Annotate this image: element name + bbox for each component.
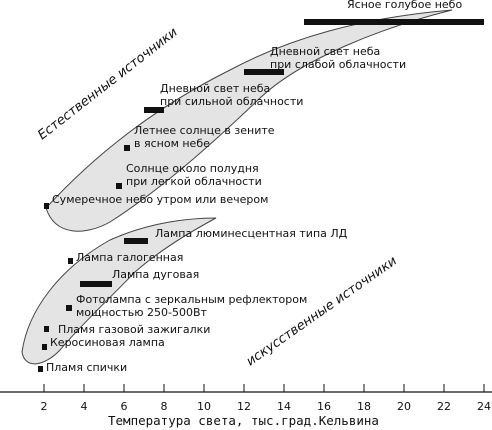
source-label: Сумеречное небо утром или вечером	[52, 193, 268, 206]
source-label: Керосиновая лампа	[50, 336, 165, 349]
source-range-bar	[116, 183, 122, 189]
source-label: при легкой облачности	[126, 175, 262, 188]
source-label: Фотолампа с зеркальным рефлектором	[76, 293, 307, 306]
source-range-bar	[144, 107, 164, 113]
source-label: Лампа галогенная	[76, 251, 183, 264]
source-label: мощностью 250-500Вт	[76, 306, 208, 319]
source-range-bar	[124, 145, 130, 151]
source-label: Дневной свет неба	[270, 45, 380, 58]
x-tick-label: 6	[121, 400, 128, 413]
source-range-bar	[38, 366, 43, 372]
artificial-sources-label: искусственные источники	[244, 254, 400, 370]
source-label: Пламя газовой зажигалки	[58, 323, 210, 336]
x-tick-label: 2	[41, 400, 48, 413]
source-label: при сильной облачности	[160, 95, 303, 108]
source-label: Дневной свет неба	[160, 82, 270, 95]
source-range-bar	[68, 258, 73, 264]
source-label: Летнее солнце в зените	[134, 124, 275, 137]
source-label: при слабой облачности	[270, 58, 406, 71]
source-range-bar	[44, 326, 49, 332]
source-label: Пламя спички	[46, 361, 127, 374]
x-tick-label: 12	[237, 400, 251, 413]
source-label: Солнце около полудня	[126, 162, 259, 175]
x-tick-label: 24	[477, 400, 491, 413]
x-tick-label: 10	[197, 400, 211, 413]
x-tick-label: 18	[357, 400, 371, 413]
x-tick-label: 22	[437, 400, 451, 413]
artificial-sources-band	[21, 217, 217, 365]
source-label: Лампа дуговая	[112, 268, 199, 281]
source-range-bar	[304, 19, 484, 25]
source-range-bar	[244, 69, 284, 75]
source-range-bar	[66, 305, 72, 311]
source-range-bar	[124, 238, 148, 244]
x-tick-label: 4	[81, 400, 88, 413]
source-label: Ясное голубое небо	[347, 0, 462, 11]
source-range-bar	[80, 281, 112, 287]
source-label: в ясном небе	[134, 137, 210, 150]
x-axis-title: Температура света, тыс.град.Кельвина	[108, 413, 379, 428]
x-axis-ticks: 2 4 6 8 10 12 14 16 18 20 22 24	[41, 384, 491, 413]
x-tick-label: 8	[161, 400, 168, 413]
x-tick-label: 20	[397, 400, 411, 413]
source-range-bar	[44, 203, 49, 209]
x-tick-label: 16	[317, 400, 331, 413]
source-range-bar	[42, 344, 47, 350]
x-tick-label: 14	[277, 400, 291, 413]
source-label: Лампа люминесцентная типа ЛД	[155, 227, 348, 240]
